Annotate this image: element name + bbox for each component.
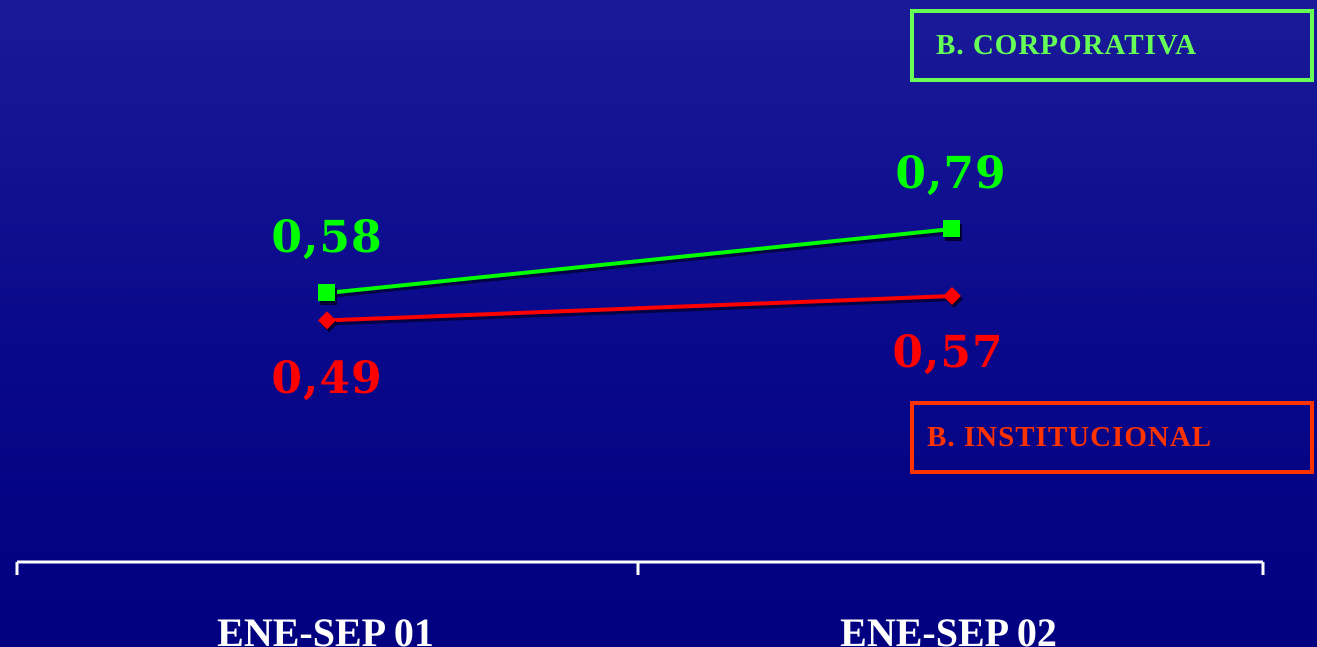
series-line-shadow [328, 297, 955, 326]
series-layer [318, 220, 963, 333]
data-label: 0,58 [271, 212, 382, 263]
data-labels: 0,58 0,79 0,49 0,57 [271, 148, 1006, 404]
data-point [943, 287, 961, 306]
data-label: 0,79 [895, 148, 1006, 199]
legend-corporativa: B. CORPORATIVA [910, 9, 1314, 82]
series-line [326, 227, 953, 295]
x-axis: ENE-SEP 01 ENE-SEP 02 [15, 560, 1265, 647]
data-label: 0,57 [892, 327, 1003, 378]
data-label: 0,49 [271, 353, 382, 404]
x-tick-label: ENE-SEP 01 [217, 610, 434, 647]
legend-corporativa-label: B. CORPORATIVA [936, 29, 1198, 61]
series-line [326, 294, 953, 323]
legend-institucional: B. INSTITUCIONAL [910, 401, 1314, 474]
x-tick-label: ENE-SEP 02 [840, 610, 1057, 647]
legend-institucional-label: B. INSTITUCIONAL [927, 421, 1213, 453]
data-point [318, 311, 336, 330]
data-point [318, 284, 335, 301]
data-point [943, 220, 960, 237]
series-line-shadow [328, 230, 955, 298]
